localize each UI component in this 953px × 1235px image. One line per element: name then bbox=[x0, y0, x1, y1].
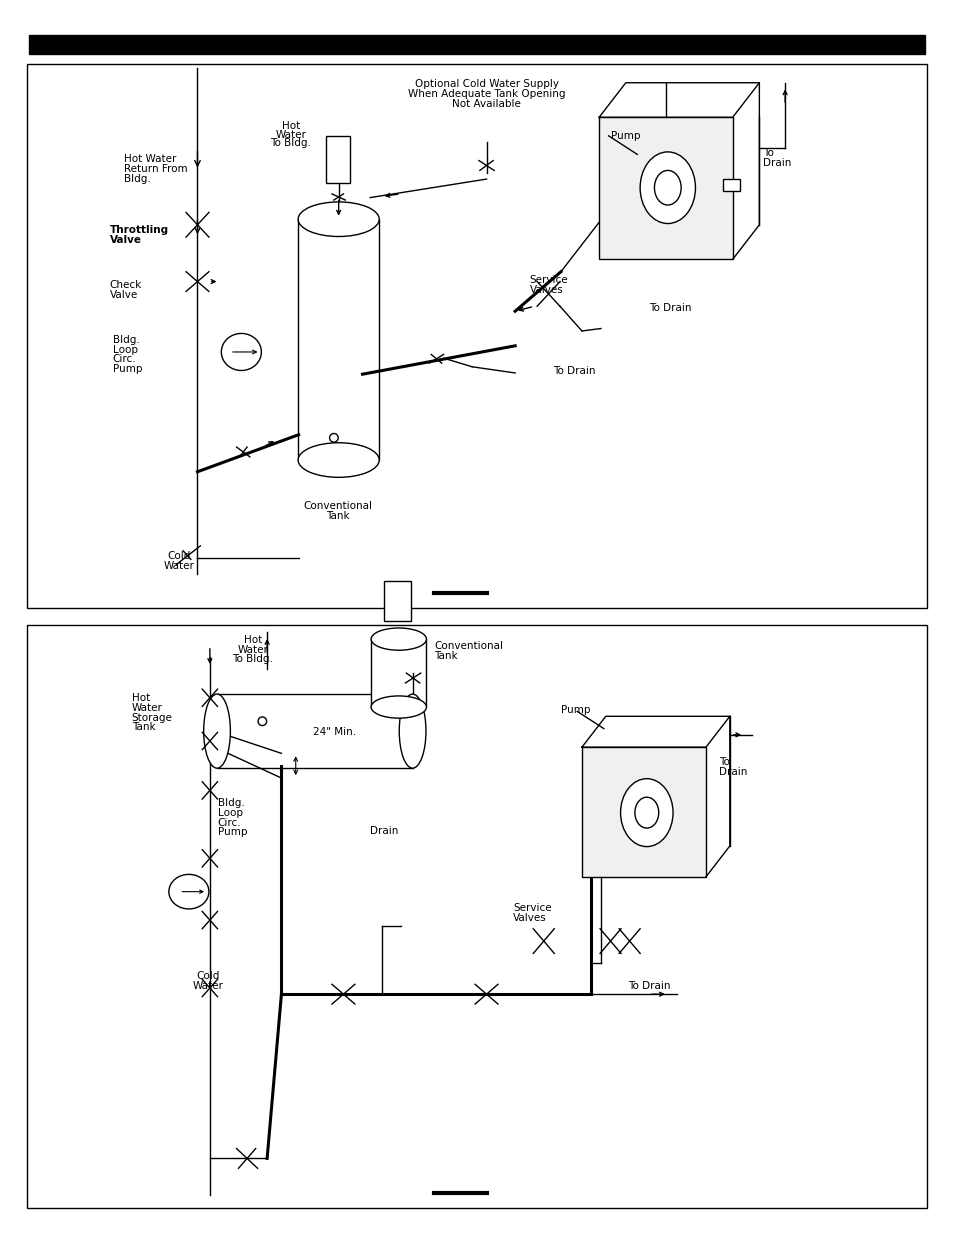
Text: Tank: Tank bbox=[326, 511, 349, 521]
Ellipse shape bbox=[398, 694, 425, 768]
Bar bbox=[384, 580, 411, 620]
Ellipse shape bbox=[204, 694, 231, 768]
Text: Check: Check bbox=[110, 280, 142, 290]
Text: When Adequate Tank Opening: When Adequate Tank Opening bbox=[407, 89, 565, 99]
Ellipse shape bbox=[221, 333, 261, 370]
Text: To: To bbox=[719, 757, 729, 767]
Text: To: To bbox=[762, 148, 773, 158]
Text: Conventional: Conventional bbox=[303, 501, 372, 511]
Text: Not Available: Not Available bbox=[452, 99, 520, 109]
Text: To Bldg.: To Bldg. bbox=[271, 138, 311, 148]
Text: Pump: Pump bbox=[217, 827, 247, 837]
Bar bbox=[326, 136, 350, 183]
Text: Bldg.: Bldg. bbox=[124, 174, 151, 184]
Text: Bldg.: Bldg. bbox=[217, 798, 244, 808]
Bar bbox=[27, 625, 926, 1208]
Text: Drain: Drain bbox=[719, 767, 747, 777]
Text: Valve: Valve bbox=[110, 235, 142, 245]
Ellipse shape bbox=[654, 170, 680, 205]
Text: Drain: Drain bbox=[762, 158, 791, 168]
Text: Hot: Hot bbox=[281, 121, 300, 131]
Bar bbox=[598, 117, 732, 259]
Bar bbox=[29, 35, 924, 54]
Ellipse shape bbox=[371, 627, 426, 650]
Text: To Drain: To Drain bbox=[627, 981, 670, 990]
Text: Valves: Valves bbox=[513, 913, 546, 923]
Text: Return From: Return From bbox=[124, 164, 188, 174]
Ellipse shape bbox=[169, 874, 209, 909]
Text: Tank: Tank bbox=[434, 651, 457, 661]
Text: 24" Min.: 24" Min. bbox=[313, 727, 355, 737]
Text: Valve: Valve bbox=[110, 290, 138, 300]
Bar bbox=[371, 640, 426, 706]
Bar bbox=[722, 179, 740, 191]
Ellipse shape bbox=[639, 152, 695, 224]
Text: Loop: Loop bbox=[112, 345, 137, 354]
Text: Water: Water bbox=[275, 130, 306, 140]
Text: Pump: Pump bbox=[610, 131, 639, 141]
Ellipse shape bbox=[619, 779, 672, 847]
Text: To Drain: To Drain bbox=[553, 366, 596, 375]
Text: To Bldg.: To Bldg. bbox=[233, 655, 273, 664]
Text: Circ.: Circ. bbox=[217, 818, 241, 827]
Text: Optional Cold Water Supply: Optional Cold Water Supply bbox=[415, 79, 558, 89]
Text: Circ.: Circ. bbox=[112, 354, 136, 364]
Text: Water: Water bbox=[193, 981, 223, 990]
Text: Cold: Cold bbox=[196, 971, 219, 981]
Bar bbox=[27, 64, 926, 608]
Text: Throttling: Throttling bbox=[110, 225, 169, 235]
Bar bbox=[217, 694, 412, 768]
Text: Cold: Cold bbox=[168, 551, 191, 561]
Text: Service: Service bbox=[513, 903, 551, 913]
Text: Water: Water bbox=[164, 561, 194, 571]
Ellipse shape bbox=[371, 697, 426, 719]
Bar bbox=[581, 747, 705, 877]
Text: Hot: Hot bbox=[243, 635, 262, 645]
Text: Hot: Hot bbox=[132, 693, 150, 703]
Ellipse shape bbox=[297, 443, 379, 478]
Text: Valves: Valves bbox=[529, 285, 562, 295]
Text: Tank: Tank bbox=[132, 722, 155, 732]
Ellipse shape bbox=[297, 201, 379, 237]
Text: Bldg.: Bldg. bbox=[112, 335, 139, 345]
Text: Pump: Pump bbox=[112, 364, 142, 374]
Ellipse shape bbox=[635, 798, 658, 829]
Text: Water: Water bbox=[132, 703, 162, 713]
Text: Service: Service bbox=[529, 275, 567, 285]
Text: To Drain: To Drain bbox=[648, 303, 691, 312]
Bar bbox=[297, 220, 378, 461]
Text: Pump: Pump bbox=[560, 705, 590, 715]
Text: Loop: Loop bbox=[217, 808, 242, 818]
Text: Conventional: Conventional bbox=[434, 641, 502, 651]
Text: Storage: Storage bbox=[132, 713, 172, 722]
Text: Hot Water: Hot Water bbox=[124, 154, 176, 164]
Text: Water: Water bbox=[237, 645, 268, 655]
Text: Drain: Drain bbox=[370, 826, 398, 836]
